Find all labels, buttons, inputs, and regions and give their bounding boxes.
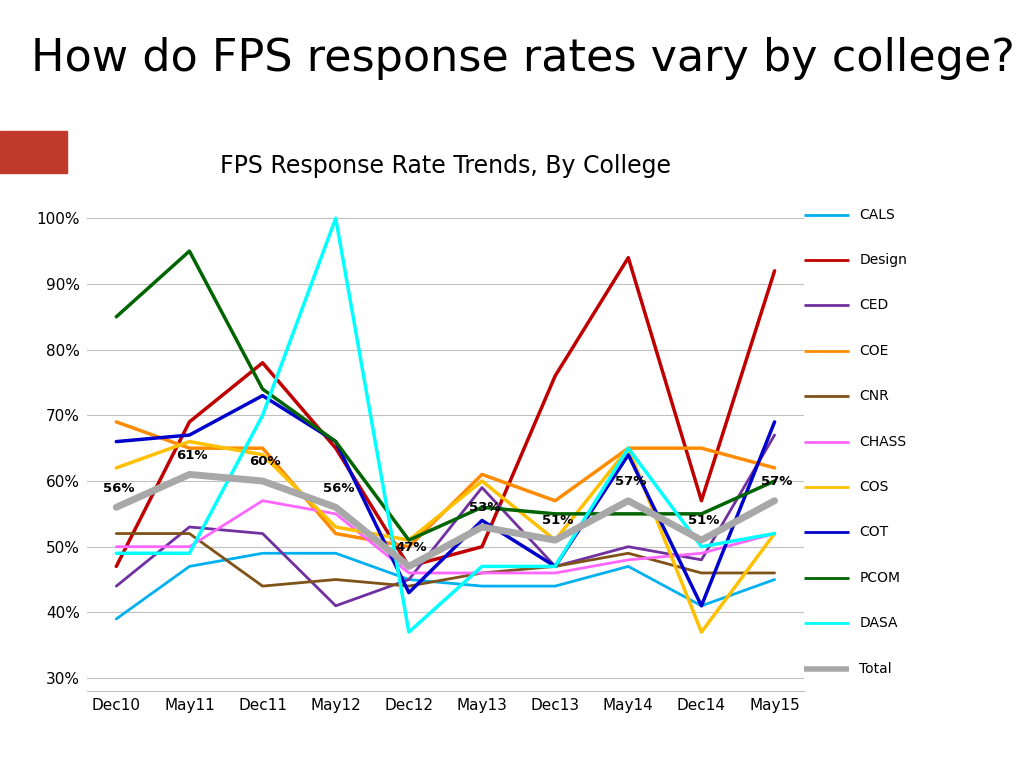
Text: 47%: 47% [395,541,427,554]
Text: 51%: 51% [542,515,573,528]
Text: CNR: CNR [859,389,889,403]
Text: 60%: 60% [250,455,281,468]
Text: CHASS: CHASS [859,435,906,449]
Text: Design: Design [859,253,907,267]
Text: CED: CED [859,299,889,313]
Text: 53%: 53% [469,502,501,515]
Text: How do FPS response rates vary by college?: How do FPS response rates vary by colleg… [31,38,1015,80]
Text: COT: COT [859,525,888,539]
Text: 56%: 56% [103,482,134,495]
Text: 61%: 61% [176,449,208,462]
Text: COE: COE [859,344,889,358]
Text: 57%: 57% [762,475,793,488]
Text: COS: COS [859,480,889,494]
Text: PCOM: PCOM [859,571,900,584]
Title: FPS Response Rate Trends, By College: FPS Response Rate Trends, By College [220,154,671,177]
Text: 51%: 51% [688,515,720,528]
Text: 57%: 57% [615,475,646,488]
Text: 56%: 56% [323,482,354,495]
Bar [0,131,67,173]
Text: CALS: CALS [859,207,895,222]
Text: Total: Total [859,661,892,676]
Text: DASA: DASA [859,616,898,630]
